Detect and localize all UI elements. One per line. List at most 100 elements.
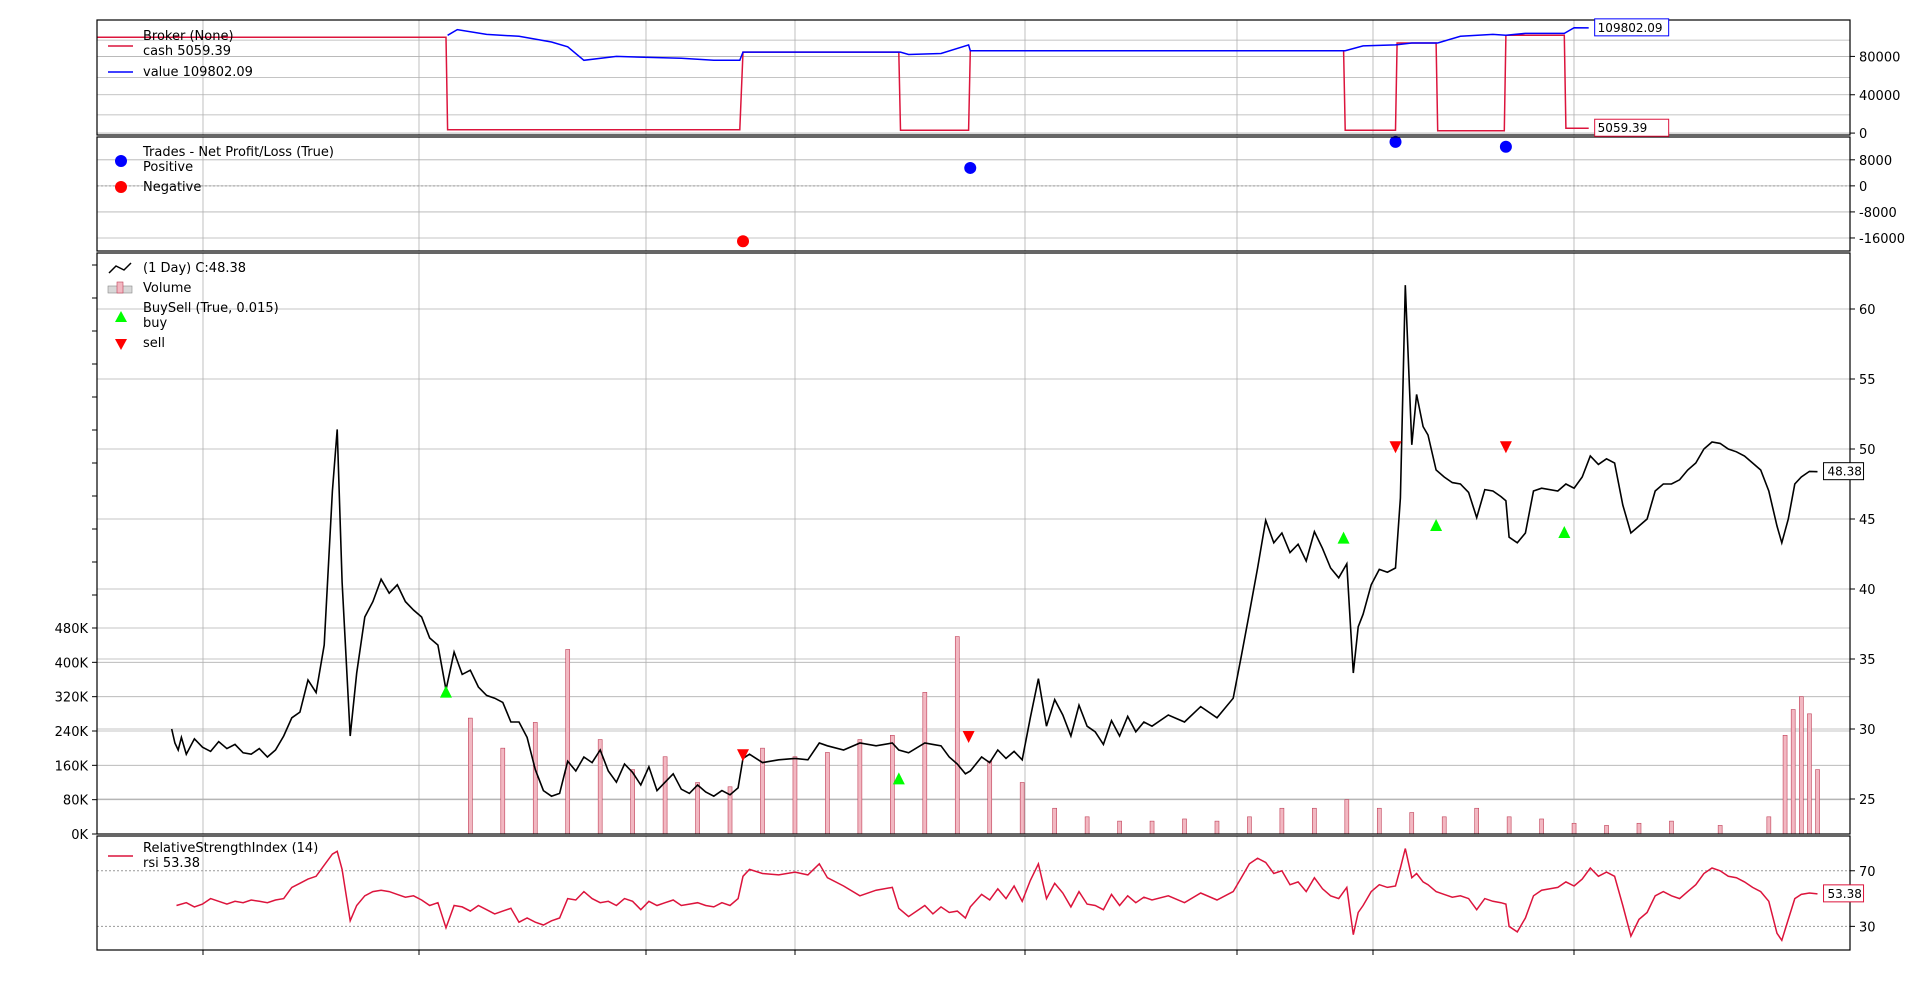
y-tick-label: -8000: [1859, 206, 1897, 221]
panel-frame: [96, 136, 1851, 252]
volume-bar: [1766, 816, 1772, 835]
price-tick-label: 60: [1859, 303, 1876, 318]
sell-marker: [737, 749, 750, 762]
volume-tick-label: 480K: [55, 622, 89, 637]
y-tick-label: 8000: [1859, 154, 1892, 169]
end-value-box: [1594, 118, 1670, 137]
legend-title: RelativeStrengthIndex (14): [143, 841, 318, 856]
cash-line: [97, 34, 1589, 132]
volume-bar: [792, 756, 798, 835]
end-rsi-box: [1823, 884, 1865, 903]
legend-label-cash: cash 5059.39: [143, 44, 231, 59]
buy-marker: [892, 772, 905, 785]
legend-label-rsi: rsi 53.38: [143, 856, 200, 871]
volume-bar: [1539, 818, 1544, 835]
volume-bar: [565, 649, 571, 835]
y-tick-label: 0: [1859, 127, 1867, 142]
close-price-line: [170, 285, 1818, 798]
legend-title: Trades - Net Profit/Loss (True): [142, 145, 334, 160]
volume-tick-label: 320K: [55, 691, 89, 706]
end-value-label: 109802.09: [1598, 21, 1663, 35]
legend-icon-close: [108, 262, 132, 274]
price-tick-label: 55: [1859, 373, 1876, 388]
volume-bar: [468, 717, 473, 835]
legend-icon-volume-bar: [116, 281, 124, 294]
volume-bar: [1799, 696, 1804, 835]
legend-icon-buy: [115, 311, 127, 322]
legend-label-buy: buy: [143, 316, 167, 331]
volume-bar: [1717, 825, 1723, 835]
volume-bar: [1247, 816, 1252, 835]
end-rsi-label: 53.38: [1828, 887, 1862, 901]
legend-label-close: (1 Day) C:48.38: [143, 261, 246, 276]
volume-bar: [1474, 807, 1479, 835]
volume-bar: [954, 636, 960, 835]
price-tick-label: 35: [1859, 653, 1876, 668]
volume-bar: [532, 722, 538, 835]
volume-bar: [1312, 807, 1317, 835]
panel-frame: [96, 19, 1851, 136]
legend-title: Broker (None): [143, 29, 234, 44]
volume-bar: [1807, 713, 1812, 835]
volume-bar: [1409, 812, 1415, 835]
volume-bar: [1344, 799, 1350, 835]
legend-marker-positive: [115, 155, 127, 167]
end-value-label: 5059.39: [1598, 121, 1648, 135]
volume-tick-label: 240K: [55, 725, 89, 740]
buy-marker: [1558, 526, 1571, 538]
y-tick-label: 40000: [1859, 89, 1900, 104]
rsi-tick-label: 30: [1859, 920, 1876, 935]
price-tick-label: 40: [1859, 583, 1876, 598]
volume-bar: [1117, 820, 1122, 835]
volume-bar: [857, 739, 863, 835]
volume-bar: [630, 769, 635, 835]
buy-marker: [439, 685, 452, 698]
buy-marker: [1430, 519, 1443, 531]
volume-tick-label: 80K: [63, 794, 89, 809]
volume-bar: [1790, 709, 1796, 835]
sell-marker: [1389, 441, 1402, 454]
volume-bar: [662, 756, 668, 835]
trade-positive-dot: [1389, 135, 1402, 148]
volume-bar: [1571, 822, 1577, 835]
volume-bar: [890, 734, 895, 835]
price-tick-label: 45: [1859, 513, 1876, 528]
volume-bar: [987, 760, 993, 835]
volume-bar: [500, 747, 506, 835]
y-tick-label: 0: [1859, 180, 1867, 195]
volume-bar: [1782, 734, 1788, 835]
sell-marker: [962, 731, 975, 743]
volume-bar: [1669, 820, 1674, 835]
trade-positive-dot: [1499, 140, 1512, 153]
legend-label-buysell: BuySell (True, 0.015): [143, 301, 279, 316]
volume-bar: [1604, 825, 1609, 835]
volume-bar: [1019, 782, 1025, 835]
end-price-box: [1823, 462, 1865, 481]
volume-tick-label: 160K: [55, 759, 89, 774]
legend-marker-negative: [115, 181, 127, 193]
trade-positive-dot: [964, 161, 977, 174]
y-tick-label: -16000: [1859, 232, 1905, 247]
legend-label-positive: Positive: [143, 160, 193, 175]
volume-bar: [1279, 807, 1285, 835]
volume-bar: [1441, 816, 1447, 835]
volume-bar: [1149, 820, 1155, 835]
rsi-line: [176, 848, 1818, 943]
end-value-box: [1594, 18, 1670, 37]
buy-marker: [1337, 531, 1350, 544]
volume-bar: [1376, 807, 1382, 835]
volume-bar: [1084, 816, 1090, 835]
legend-label-negative: Negative: [143, 180, 201, 195]
trade-negative-dot: [737, 235, 750, 248]
volume-bar: [922, 692, 928, 835]
panel-frame: [96, 252, 1851, 835]
volume-tick-label: 0K: [71, 828, 88, 843]
price-tick-label: 25: [1859, 793, 1876, 808]
legend-label-volume: Volume: [143, 281, 191, 296]
legend-label-value: value 109802.09: [143, 65, 253, 80]
volume-bar: [1636, 822, 1642, 835]
legend-label-sell: sell: [143, 336, 165, 351]
panel-frame: [96, 835, 1851, 951]
price-tick-label: 50: [1859, 443, 1876, 458]
